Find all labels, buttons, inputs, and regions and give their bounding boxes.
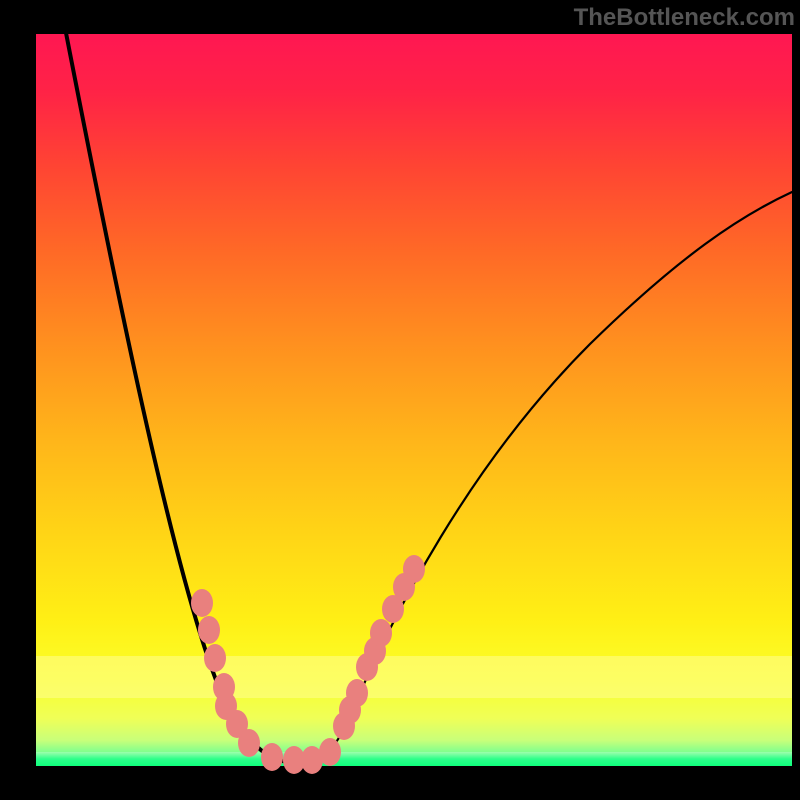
plot-area: TheBottleneck.com xyxy=(0,0,800,800)
pale-threshold-band xyxy=(36,656,792,698)
chart-frame: TheBottleneck.com xyxy=(0,0,800,800)
watermark-label: TheBottleneck.com xyxy=(574,4,795,32)
green-optimal-strip xyxy=(36,752,792,766)
